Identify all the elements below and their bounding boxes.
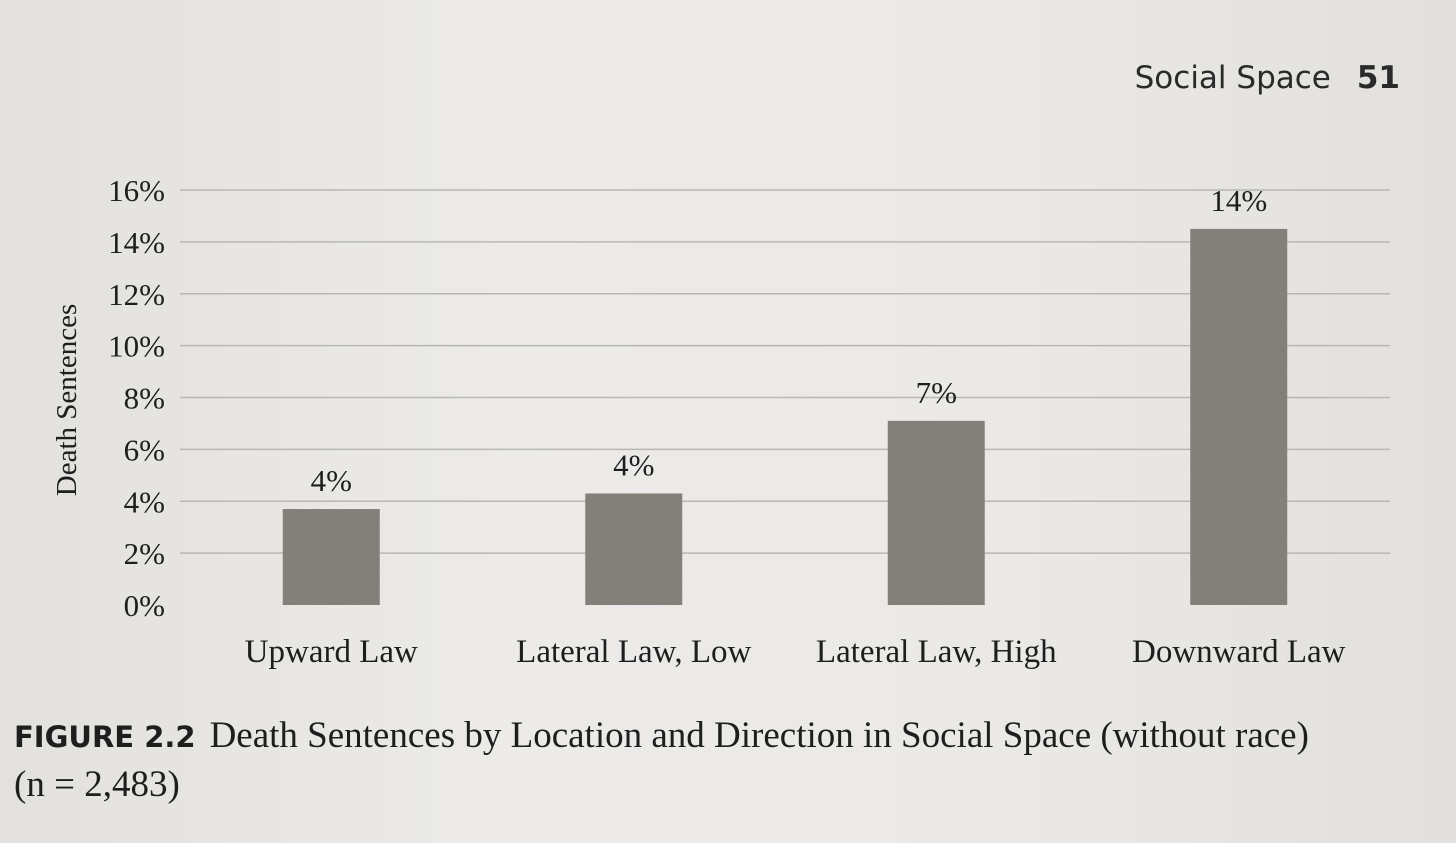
bar <box>1190 228 1288 605</box>
bar <box>585 493 683 605</box>
running-head-title: Social Space <box>1134 60 1331 96</box>
x-category-label: Lateral Law, Low <box>516 634 751 670</box>
y-tick-label: 6% <box>124 432 165 467</box>
figure-label: FIGURE 2.2 <box>14 720 196 754</box>
sample-size-note: (n = 2,483) <box>14 764 180 805</box>
bar <box>887 420 985 605</box>
bars <box>282 228 1288 605</box>
bar-data-label: 4% <box>613 447 654 482</box>
y-tick-label: 0% <box>124 588 165 623</box>
bar-data-label: 14% <box>1210 183 1267 218</box>
y-tick-label: 8% <box>124 381 165 416</box>
y-tick-label: 2% <box>124 536 165 571</box>
figure-caption: FIGURE 2.2 Death Sentences by Location an… <box>14 712 1444 809</box>
gridlines <box>180 189 1390 554</box>
bar-chart: 0% 2% 4% 6% 8% 10% 12% 14% 16% 4% 4% 7% 14% Upward … <box>51 173 1390 670</box>
y-tick-label: 10% <box>108 329 165 364</box>
caption-text: Death Sentences by Location and Directio… <box>209 715 1309 756</box>
y-axis-title: Death Sentences <box>51 304 83 496</box>
x-category-label: Upward Law <box>245 634 418 670</box>
bar-data-label: 4% <box>311 463 352 498</box>
page-number: 51 <box>1356 60 1400 96</box>
y-tick-label: 14% <box>108 225 165 260</box>
x-axis-categories: Upward Law Lateral Law, Low Lateral Law, H… <box>245 634 1346 670</box>
bar <box>282 509 380 605</box>
y-axis-ticks: 0% 2% 4% 6% 8% 10% 12% 14% 16% <box>108 173 165 623</box>
x-category-label: Lateral Law, High <box>816 634 1057 670</box>
y-tick-label: 16% <box>108 173 165 208</box>
bar-data-label: 7% <box>916 375 957 410</box>
y-tick-label: 12% <box>108 277 165 312</box>
running-head: Social Space 51 <box>1135 60 1400 96</box>
x-category-label: Downward Law <box>1132 634 1346 670</box>
data-labels: 4% 4% 7% 14% <box>311 183 1268 498</box>
y-tick-label: 4% <box>124 484 165 519</box>
